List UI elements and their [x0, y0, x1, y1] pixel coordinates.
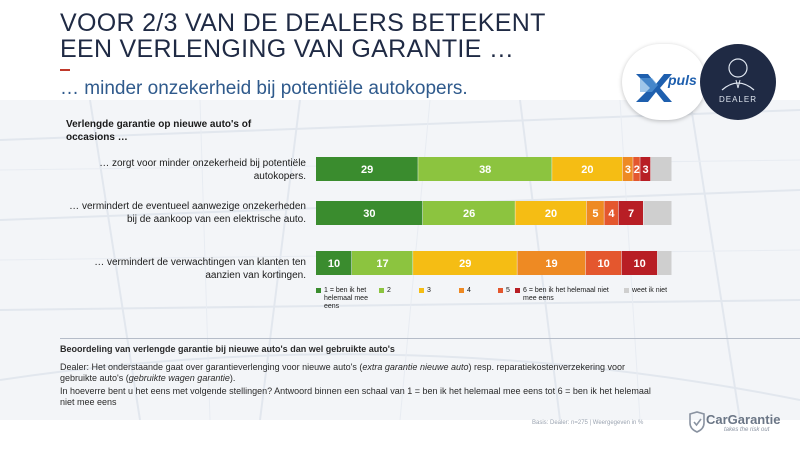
- notes-p1-part-a: Dealer: Het onderstaande gaat over garan…: [60, 362, 363, 372]
- methodology-notes: Beoordeling van verlengde garantie bij n…: [60, 344, 660, 410]
- legend-label: 4: [467, 287, 471, 294]
- chart-section-title: Verlengde garantie op nieuwe auto's of o…: [66, 119, 252, 143]
- notes-p1-part-c: ).: [229, 373, 236, 383]
- page-subtitle: … minder onzekerheid bij potentiële auto…: [60, 78, 468, 99]
- page-title: VOOR 2/3 VAN DE DEALERS BETEKENT EEN VER…: [60, 10, 620, 62]
- dealer-person-icon: [721, 58, 755, 91]
- bar-segment: [316, 157, 418, 181]
- legend-label: 5: [506, 287, 510, 294]
- bar-segment: [622, 157, 633, 181]
- bar-segment: [657, 251, 672, 275]
- bar-data-label: 7: [628, 208, 634, 220]
- dealer-label: DEALER: [718, 95, 757, 104]
- section-divider: [60, 338, 800, 339]
- brand-tagline: takes the risk out: [724, 427, 770, 433]
- bar-data-label: 20: [545, 208, 557, 220]
- bar-segment: [640, 157, 651, 181]
- bar-data-label: 2: [634, 164, 640, 176]
- legend-label: 3: [427, 287, 431, 294]
- basis-note: Basis: Dealer: n=275 | Weergegeven in %: [532, 420, 644, 426]
- legend-swatch: [515, 288, 520, 293]
- cargarantie-shield-icon: [689, 411, 705, 433]
- bar-segment: [316, 201, 423, 225]
- puls-logo-text: puls: [667, 72, 697, 88]
- bar-data-label: 10: [598, 258, 610, 270]
- notes-heading: Beoordeling van verlengde garantie bij n…: [60, 344, 395, 354]
- row-label-1: … zorgt voor minder onzekerheid bij pote…: [99, 158, 306, 182]
- notes-paragraph-2: In hoeverre bent u het eens met volgende…: [60, 386, 651, 407]
- legend-swatch: [624, 288, 629, 293]
- bar-segment: [351, 251, 413, 275]
- legend-label: 6 = ben ik het helemaal niet mee eens: [523, 287, 609, 302]
- bar-data-label: 29: [361, 164, 373, 176]
- cargarantie-logo: CarGarantie takes the risk out: [688, 410, 798, 436]
- bar-data-label: 20: [581, 164, 593, 176]
- bar-data-label: 17: [376, 258, 388, 270]
- bar-segment: [586, 201, 604, 225]
- puls-logo-graphic: puls: [636, 72, 697, 102]
- bar-segment: [515, 201, 587, 225]
- legend-label: 1 = ben ik het helemaal mee eens: [324, 287, 368, 310]
- legend-label: 2: [387, 287, 391, 294]
- bar-segment: [316, 251, 352, 275]
- row-label-3: … vermindert de verwachtingen van klante…: [94, 257, 306, 281]
- row-label-2: … vermindert de eventueel aanwezige onze…: [69, 201, 306, 225]
- bar-segment: [422, 201, 515, 225]
- bar-data-label: 26: [463, 208, 475, 220]
- bar-segment: [517, 251, 586, 275]
- bar-segment: [413, 251, 517, 275]
- bar-segment: [650, 157, 672, 181]
- legend-swatch: [498, 288, 503, 293]
- bar-data-label: 30: [363, 208, 375, 220]
- bar-data-label: 5: [592, 208, 598, 220]
- title-accent-rule: [60, 69, 70, 71]
- title-line-2: EEN VERLENGING VAN GARANTIE …: [60, 35, 515, 63]
- bar-segment: [621, 251, 658, 275]
- chart-legend: 1 = ben ik het helemaal mee eens 2 3 4 5 6 = …: [316, 287, 696, 317]
- notes-paragraph-1: Dealer: Het onderstaande gaat over garan…: [60, 362, 660, 384]
- dealer-badge: DEALER: [700, 44, 776, 120]
- bar-data-label: 29: [459, 258, 471, 270]
- title-line-1: VOOR 2/3 VAN DE DEALERS BETEKENT: [60, 9, 546, 37]
- bar-segment: [552, 157, 623, 181]
- bar-data-label: 4: [608, 208, 615, 220]
- bar-data-label: 3: [643, 164, 649, 176]
- bar-segment: [418, 157, 552, 181]
- bar-data-label: 3: [625, 164, 631, 176]
- puls-logo: puls: [622, 44, 706, 120]
- bar-segment: [618, 201, 644, 225]
- legend-swatch: [379, 288, 384, 293]
- bar-segment: [643, 201, 672, 225]
- legend-swatch: [459, 288, 464, 293]
- bar-data-label: 10: [328, 258, 340, 270]
- bar-data-label: 38: [479, 164, 491, 176]
- brand-name: CarGarantie: [706, 412, 781, 427]
- legend-swatch: [316, 288, 321, 293]
- notes-p1-italic-2: gebruikte wagen garantie: [128, 373, 230, 383]
- bar-segment: [633, 157, 640, 181]
- bar-segment: [585, 251, 622, 275]
- legend-swatch: [419, 288, 424, 293]
- bar-segment: [604, 201, 619, 225]
- bar-data-label: 10: [634, 258, 646, 270]
- bar-data-label: 19: [545, 258, 557, 270]
- legend-label: weet ik niet: [632, 287, 668, 294]
- notes-p1-italic-1: extra garantie nieuwe auto: [362, 362, 469, 372]
- notes-p1-part-b: ) resp. reparatiekostenverzekering voor …: [60, 362, 626, 383]
